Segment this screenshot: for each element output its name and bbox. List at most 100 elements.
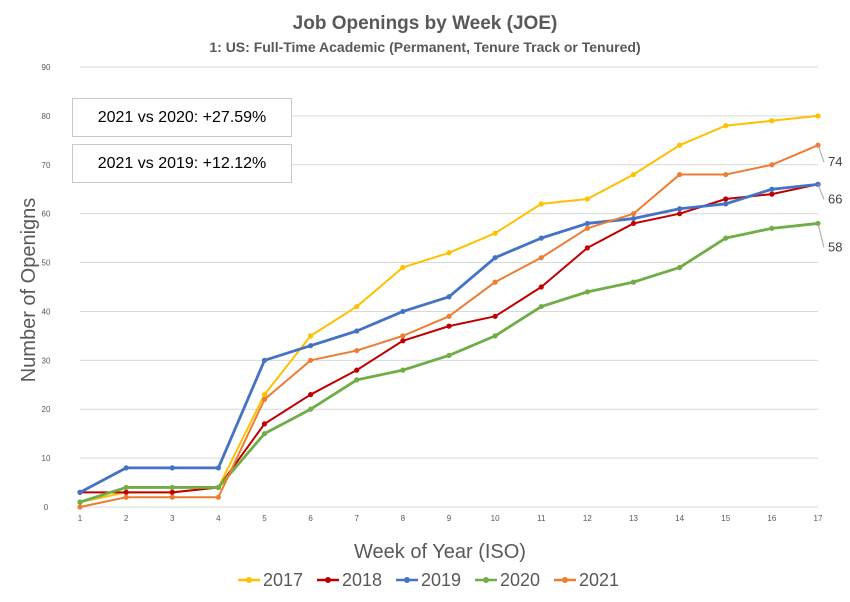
point-2019-6 — [308, 343, 314, 349]
x-tick-9: 9 — [447, 514, 452, 523]
point-2017-9 — [446, 250, 452, 256]
point-2020-11 — [538, 303, 544, 310]
end-label-leader-66 — [817, 184, 825, 200]
point-2018-15 — [723, 196, 729, 202]
end-label-58: 58 — [828, 239, 842, 254]
legend-marker-2020 — [483, 577, 489, 583]
line-2019 — [79, 182, 819, 494]
point-2019-11 — [538, 235, 544, 241]
point-2017-16 — [769, 118, 775, 124]
point-2017-15 — [723, 123, 729, 129]
point-2019-7 — [354, 328, 360, 334]
point-2020-1 — [77, 499, 83, 505]
point-2020-5 — [261, 431, 268, 437]
legend-marker-2017 — [246, 577, 252, 583]
legend-item-2018: 2018 — [317, 570, 382, 590]
point-2019-16 — [769, 186, 775, 192]
end-label-66: 66 — [828, 191, 842, 206]
x-tick-3: 3 — [170, 514, 175, 523]
point-2018-5 — [261, 421, 268, 427]
legend-label-2020: 2020 — [500, 570, 540, 590]
end-label-leader-74 — [817, 145, 825, 163]
y-tick-70: 70 — [42, 161, 51, 170]
point-2021-13 — [630, 211, 637, 217]
y-tick-20: 20 — [42, 405, 51, 414]
chart-title: Job Openings by Week (JOE) — [293, 13, 558, 34]
x-tick-8: 8 — [401, 514, 406, 523]
point-2020-3 — [169, 484, 175, 491]
end-label-74: 74 — [828, 154, 842, 169]
series-2019 — [77, 181, 821, 495]
chart-subtitle: 1: US: Full-Time Academic (Permanent, Te… — [209, 39, 640, 55]
y-tick-60: 60 — [42, 210, 51, 219]
x-axis-ticks: 1 2 3 4 5 6 7 8 9 10 11 12 13 14 15 16 17 — [78, 514, 823, 523]
point-2018-13 — [630, 220, 637, 227]
point-2021-16 — [769, 162, 775, 168]
legend-item-2019: 2019 — [396, 570, 461, 590]
x-tick-12: 12 — [583, 514, 592, 523]
point-2020-10 — [492, 333, 498, 339]
x-tick-5: 5 — [262, 514, 267, 523]
y-axis-ticks: 0 10 20 30 40 50 60 70 80 90 — [42, 63, 51, 512]
point-2019-1 — [77, 489, 83, 495]
point-2017-6 — [308, 333, 314, 339]
point-2018-7 — [354, 367, 360, 373]
line-2020 — [79, 222, 819, 504]
point-2020-9 — [446, 352, 452, 359]
legend-label-2019: 2019 — [421, 570, 461, 590]
point-2019-9 — [446, 294, 452, 300]
legend-item-2020: 2020 — [475, 570, 540, 590]
point-2020-2 — [123, 484, 129, 491]
point-2018-14 — [677, 211, 683, 217]
point-2021-5 — [261, 396, 268, 403]
x-tick-10: 10 — [491, 514, 500, 523]
point-2021-1 — [77, 504, 83, 510]
legend-label-2017: 2017 — [263, 570, 303, 590]
x-tick-14: 14 — [675, 514, 684, 523]
point-2019-4 — [215, 465, 221, 471]
point-2017-13 — [630, 171, 637, 178]
end-label-leader-58 — [817, 223, 825, 248]
line-2018 — [80, 183, 819, 494]
point-2017-17 — [815, 113, 821, 119]
point-2017-7 — [354, 303, 360, 310]
end-labels: 74 66 58 — [817, 145, 842, 254]
y-tick-90: 90 — [42, 63, 51, 72]
point-2018-9 — [446, 323, 452, 329]
x-tick-16: 16 — [767, 514, 776, 523]
point-2018-11 — [538, 284, 544, 290]
point-2018-12 — [584, 245, 590, 251]
y-tick-10: 10 — [42, 454, 51, 463]
series-lines — [77, 113, 821, 510]
x-tick-2: 2 — [124, 514, 129, 523]
x-tick-11: 11 — [537, 514, 546, 523]
point-2018-3 — [169, 489, 175, 495]
x-tick-4: 4 — [216, 514, 221, 523]
legend-marker-2021 — [562, 577, 568, 583]
point-2018-8 — [400, 338, 406, 344]
point-2020-14 — [677, 264, 683, 271]
legend-item-2017: 2017 — [238, 570, 303, 590]
y-axis-label: Number of Openigns — [18, 198, 40, 383]
point-2019-8 — [400, 308, 406, 315]
y-tick-50: 50 — [42, 259, 51, 268]
legend-item-2021: 2021 — [554, 570, 619, 590]
x-tick-17: 17 — [814, 514, 823, 523]
point-2021-4 — [215, 494, 221, 500]
y-tick-30: 30 — [42, 356, 51, 365]
point-2020-13 — [630, 279, 637, 285]
point-2019-15 — [723, 201, 729, 207]
annotation-2021-vs-2019: 2021 vs 2019: +12.12% — [72, 144, 292, 183]
point-2020-12 — [584, 289, 590, 295]
x-axis-label: Week of Year (ISO) — [354, 541, 526, 563]
point-2020-8 — [400, 367, 406, 373]
point-2021-14 — [677, 171, 683, 178]
point-2020-6 — [308, 406, 314, 412]
gridlines — [80, 66, 818, 508]
y-tick-40: 40 — [42, 307, 51, 316]
y-tick-0: 0 — [44, 503, 49, 512]
point-2017-11 — [538, 201, 544, 207]
point-2021-7 — [354, 347, 360, 354]
point-2019-2 — [123, 465, 129, 471]
